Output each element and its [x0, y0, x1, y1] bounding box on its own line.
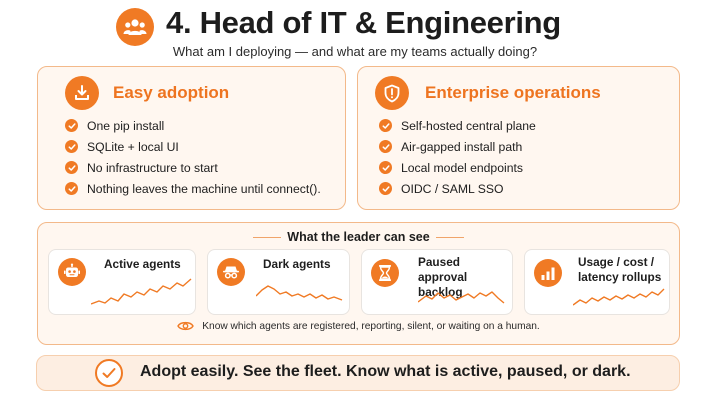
list-item: Local model endpoints — [379, 157, 536, 178]
usage-rollups-label-line1: Usage / cost / — [578, 255, 655, 269]
list-item: Self-hosted central plane — [379, 115, 536, 136]
list-item-label: Nothing leaves the machine until connect… — [87, 181, 321, 196]
active-agents-label: Active agents — [104, 257, 181, 271]
check-icon — [65, 119, 78, 132]
divider — [435, 236, 464, 238]
hourglass-icon — [371, 259, 399, 287]
list-item-label: OIDC / SAML SSO — [401, 181, 504, 196]
list-item-label: Air-gapped install path — [401, 139, 523, 154]
eye-icon — [177, 321, 195, 331]
incognito-icon — [217, 258, 245, 286]
dark-agents-label: Dark agents — [263, 257, 331, 271]
list-item: Nothing leaves the machine until connect… — [65, 178, 321, 199]
easy-adoption-panel: Easy adoption One pip install SQLite + l… — [37, 66, 346, 210]
list-item-label: Self-hosted central plane — [401, 118, 536, 133]
enterprise-operations-panel: Enterprise operations Self-hosted centra… — [357, 66, 680, 210]
visibility-note: Know which agents are registered, report… — [37, 320, 680, 332]
page-title: 4. Head of IT & Engineering — [166, 5, 561, 40]
usage-rollups-label: Usage / cost / latency rollups — [578, 255, 661, 285]
visibility-heading: What the leader can see — [37, 230, 680, 244]
list-item-label: No infrastructure to start — [87, 160, 218, 175]
list-item: One pip install — [65, 115, 321, 136]
check-icon — [65, 182, 78, 195]
usage-rollups-sparkline — [573, 288, 665, 306]
summary-banner — [36, 355, 680, 391]
list-item-label: SQLite + local UI — [87, 139, 179, 154]
visibility-title: What the leader can see — [287, 230, 430, 244]
paused-approval-card: Paused approval backlog — [361, 249, 513, 315]
dark-agents-sparkline — [256, 285, 343, 301]
active-agents-sparkline — [91, 278, 192, 305]
check-icon — [379, 161, 392, 174]
divider — [253, 236, 282, 238]
usage-rollups-label-line2: latency rollups — [578, 270, 662, 284]
bar-chart-icon — [534, 259, 562, 287]
visibility-note-text: Know which agents are registered, report… — [202, 320, 540, 332]
check-icon — [379, 140, 392, 153]
check-icon — [65, 140, 78, 153]
download-icon — [65, 76, 99, 110]
robot-icon — [58, 258, 86, 286]
easy-adoption-title: Easy adoption — [113, 83, 230, 102]
list-item-label: One pip install — [87, 118, 165, 133]
dark-agents-card: Dark agents — [207, 249, 350, 315]
list-item: No infrastructure to start — [65, 157, 321, 178]
list-item: OIDC / SAML SSO — [379, 178, 536, 199]
paused-approval-sparkline — [418, 291, 505, 304]
usage-rollups-card: Usage / cost / latency rollups — [524, 249, 670, 315]
easy-adoption-list: One pip install SQLite + local UI No inf… — [65, 115, 321, 199]
shield-icon — [375, 76, 409, 110]
page-subtitle: What am I deploying — and what are my te… — [172, 44, 538, 59]
check-icon — [379, 182, 392, 195]
summary-text: Adopt easily. See the fleet. Know what i… — [140, 363, 631, 380]
list-item-label: Local model endpoints — [401, 160, 523, 175]
list-item: SQLite + local UI — [65, 136, 321, 157]
check-circle-icon — [95, 359, 123, 387]
check-icon — [379, 119, 392, 132]
check-icon — [65, 161, 78, 174]
enterprise-operations-title: Enterprise operations — [425, 83, 601, 102]
enterprise-operations-list: Self-hosted central plane Air-gapped ins… — [379, 115, 536, 199]
team-icon — [116, 8, 154, 46]
active-agents-card: Active agents — [48, 249, 196, 315]
list-item: Air-gapped install path — [379, 136, 536, 157]
paused-approval-label-line1: Paused approval — [418, 255, 468, 284]
